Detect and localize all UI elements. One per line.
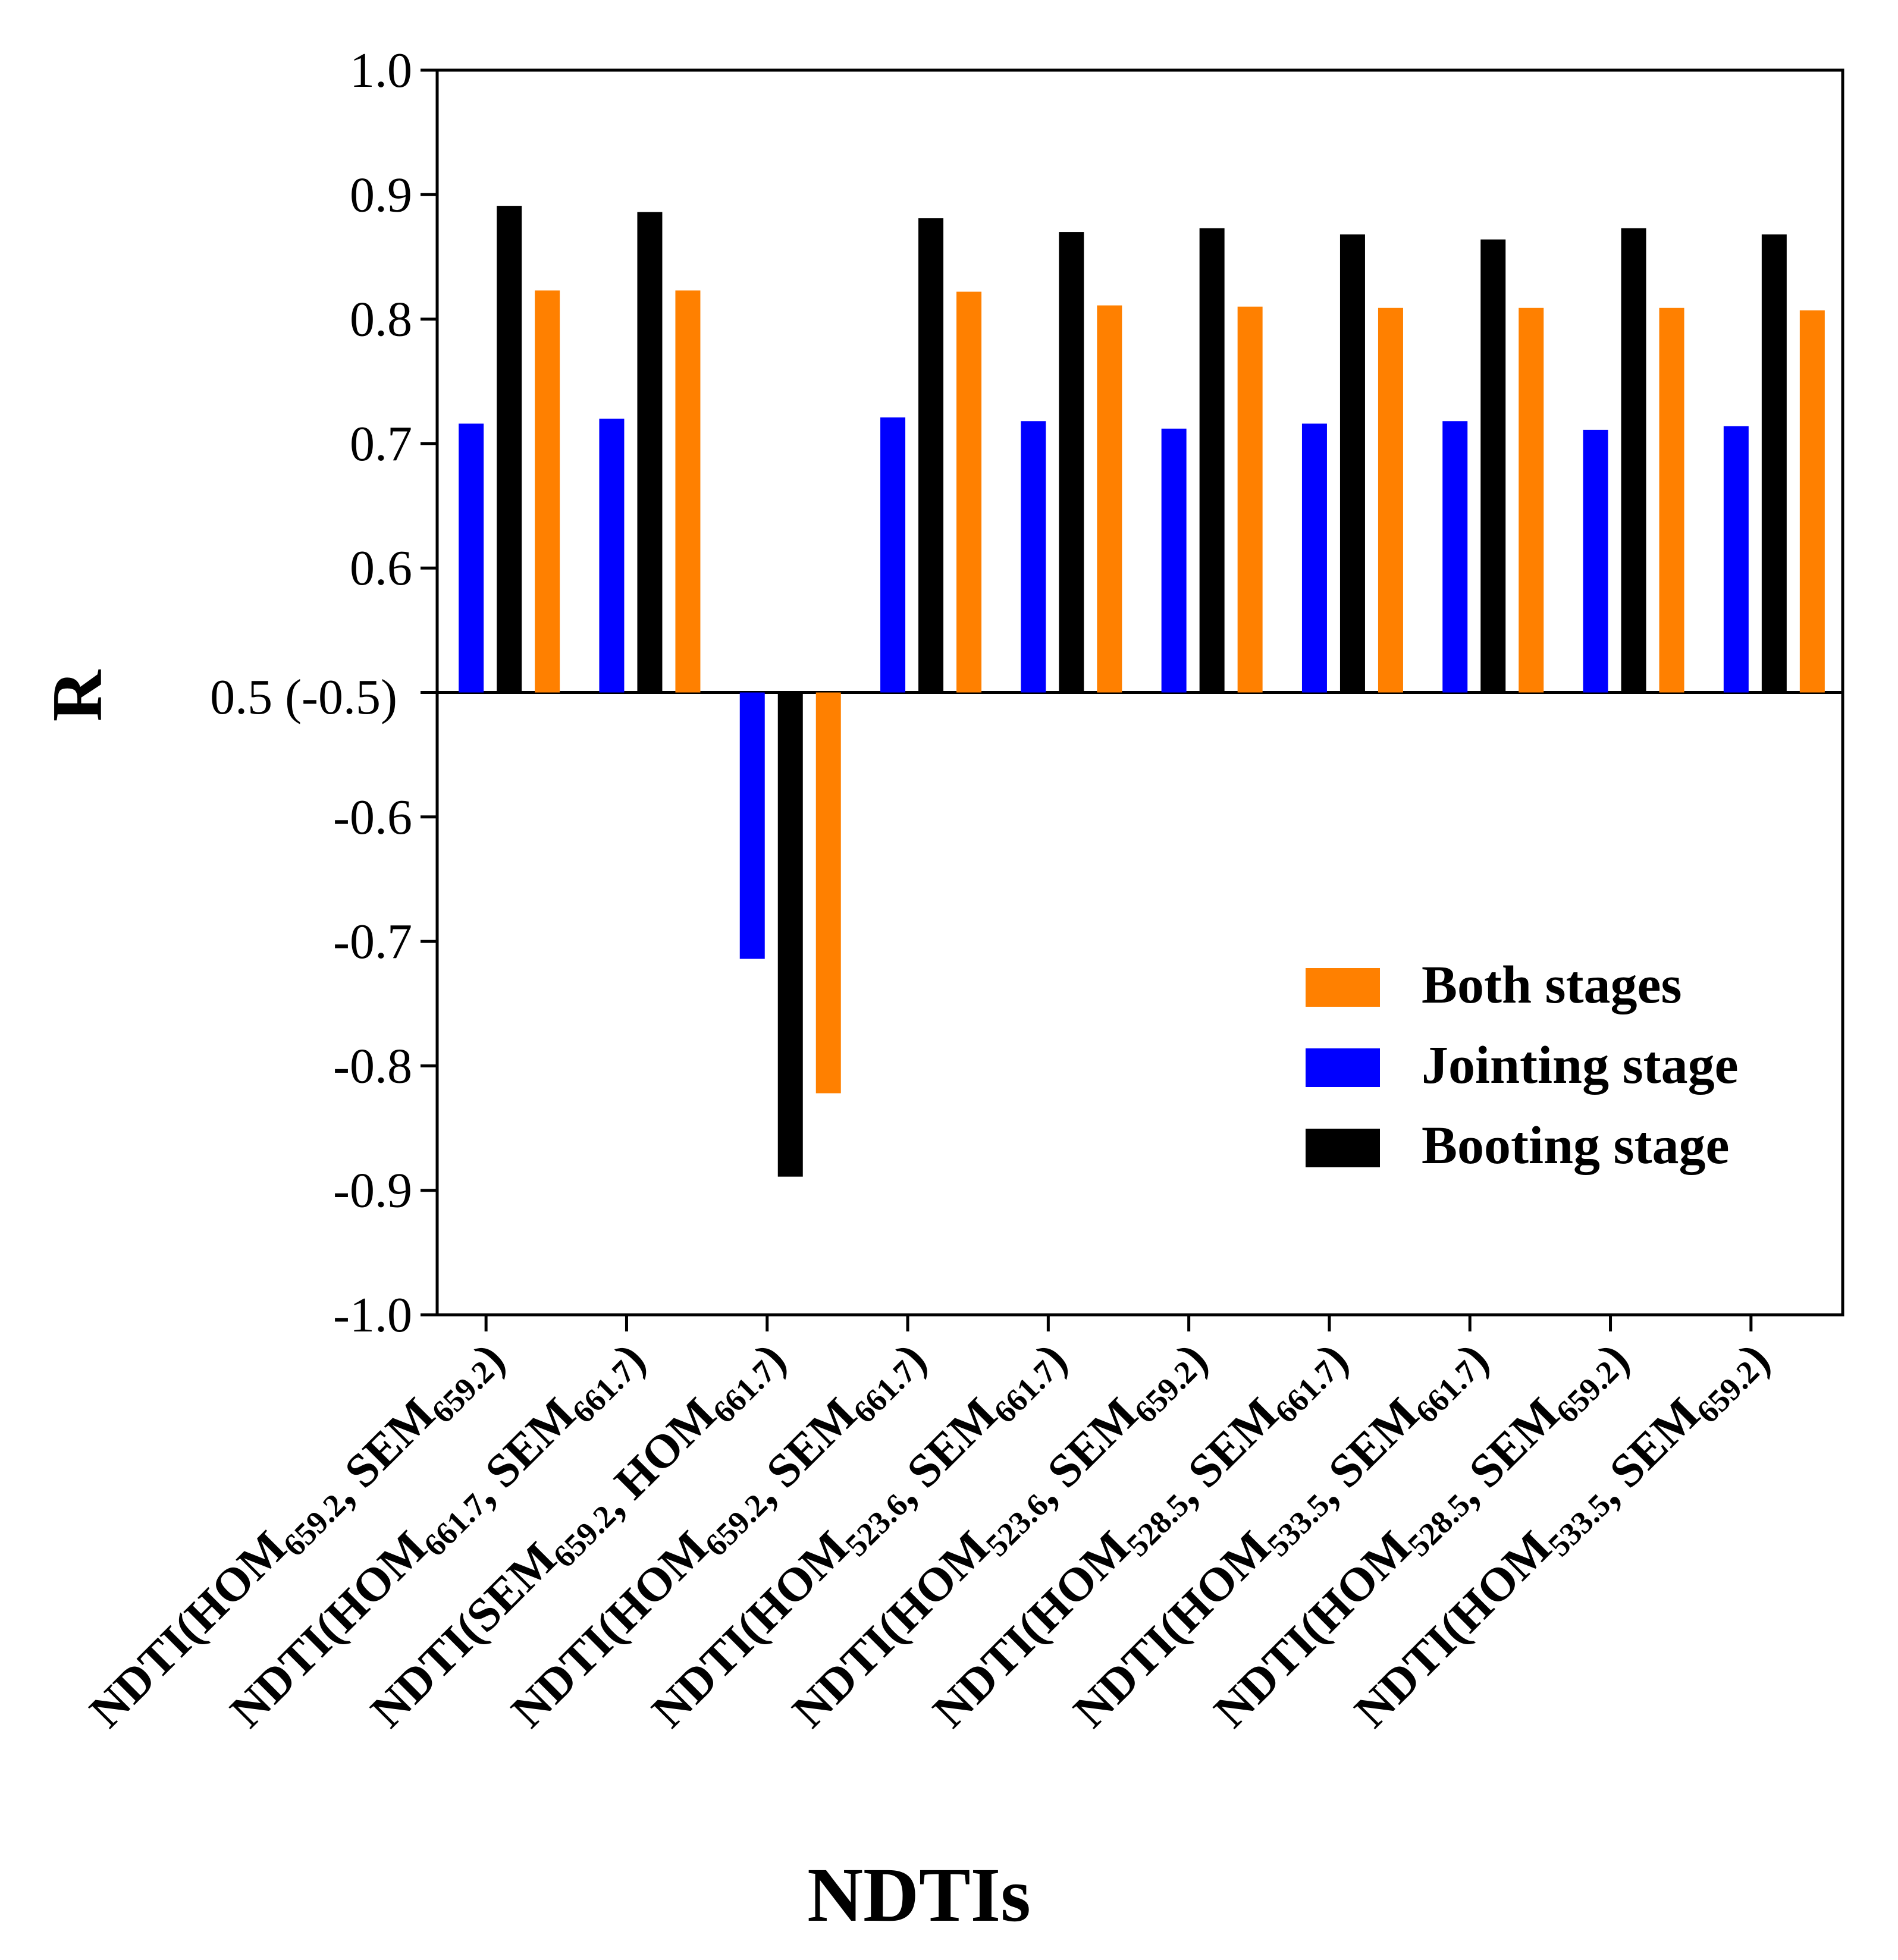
bar-jointing-stage-6 bbox=[1161, 428, 1187, 693]
bar-both-stages-10 bbox=[1799, 310, 1825, 693]
y-tick-label: -0.6 bbox=[333, 790, 412, 845]
legend-swatch-both-stages bbox=[1306, 968, 1380, 1007]
bar-jointing-stage-4 bbox=[880, 417, 906, 693]
bar-jointing-stage-7 bbox=[1301, 423, 1327, 693]
bar-booting-stage-1 bbox=[497, 206, 522, 693]
bar-booting-stage-6 bbox=[1199, 228, 1225, 693]
bar-both-stages-7 bbox=[1378, 307, 1403, 693]
y-tick-label: -0.9 bbox=[333, 1163, 412, 1218]
x-axis-title: NDTIs bbox=[807, 1852, 1031, 1938]
bar-jointing-stage-2 bbox=[599, 419, 625, 693]
bar-jointing-stage-5 bbox=[1021, 421, 1046, 693]
y-tick-label: -0.8 bbox=[333, 1038, 412, 1094]
legend-label: Booting stage bbox=[1422, 1116, 1730, 1175]
bar-booting-stage-10 bbox=[1761, 234, 1787, 693]
bar-both-stages-1 bbox=[535, 290, 560, 693]
y-tick-label: 0.7 bbox=[350, 416, 412, 472]
y-tick-label: -0.7 bbox=[333, 914, 412, 969]
bar-both-stages-6 bbox=[1237, 306, 1263, 693]
legend-label: Jointing stage bbox=[1422, 1036, 1739, 1095]
bar-booting-stage-4 bbox=[918, 218, 944, 693]
bars-group bbox=[459, 206, 1825, 1177]
legend-swatch-booting-stage bbox=[1306, 1129, 1380, 1167]
bar-jointing-stage-1 bbox=[459, 423, 484, 693]
y-tick-label: -1.0 bbox=[333, 1287, 412, 1343]
y-tick-label: 0.8 bbox=[350, 292, 412, 347]
bar-booting-stage-3 bbox=[777, 692, 803, 1177]
bar-both-stages-8 bbox=[1519, 307, 1544, 693]
bar-jointing-stage-9 bbox=[1583, 429, 1608, 693]
baseline-label: 0.5 (-0.5) bbox=[210, 670, 397, 725]
legend-label: Both stages bbox=[1422, 956, 1682, 1014]
bar-booting-stage-2 bbox=[637, 212, 663, 693]
y-tick-label: 1.0 bbox=[350, 43, 412, 98]
bar-both-stages-3 bbox=[815, 692, 841, 1094]
bar-both-stages-9 bbox=[1659, 307, 1684, 693]
legend-swatch-jointing-stage bbox=[1306, 1048, 1380, 1087]
bar-booting-stage-5 bbox=[1059, 232, 1084, 693]
bar-both-stages-5 bbox=[1097, 305, 1122, 693]
bar-both-stages-2 bbox=[675, 290, 701, 693]
y-tick-label: 0.9 bbox=[350, 167, 412, 222]
x-ticks-group: NDTI(HOM659.2, SEM659.2)NDTI(HOM661.7, S… bbox=[80, 1315, 1780, 1738]
bar-jointing-stage-8 bbox=[1442, 421, 1468, 693]
bar-jointing-stage-3 bbox=[739, 692, 765, 959]
y-tick-label: 0.6 bbox=[350, 541, 412, 596]
bar-jointing-stage-10 bbox=[1723, 426, 1749, 693]
bar-booting-stage-8 bbox=[1480, 239, 1506, 693]
bar-booting-stage-9 bbox=[1621, 228, 1646, 693]
y-ticks-group: 1.0 0.9 0.8 0.7 0.6 -0.6 -0.7 -0.8 -0.9 -1.0 bbox=[333, 43, 437, 1343]
bar-booting-stage-7 bbox=[1339, 234, 1365, 693]
bar-both-stages-4 bbox=[956, 291, 982, 693]
y-axis-title: R bbox=[37, 669, 117, 721]
legend: Both stages Jointing stage Booting stage bbox=[1306, 956, 1739, 1175]
